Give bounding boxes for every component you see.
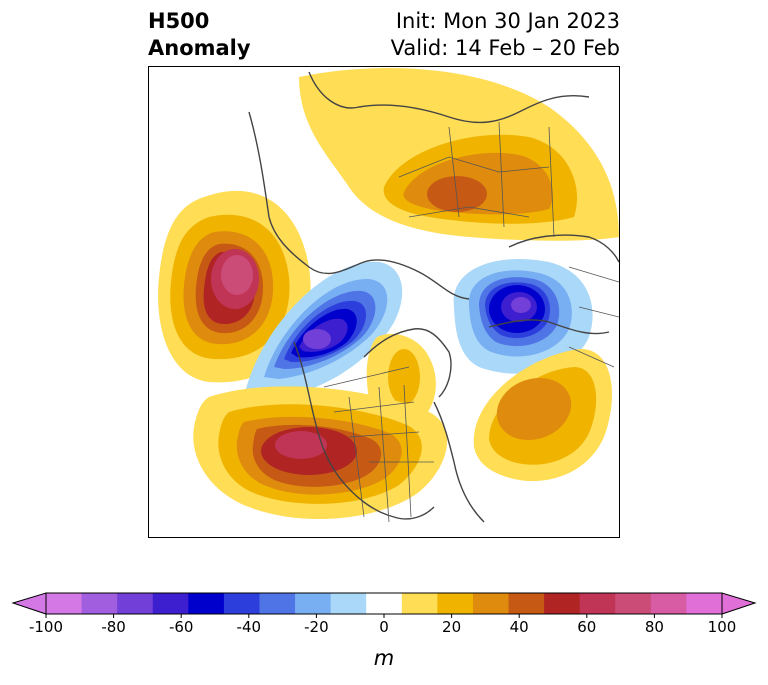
colorbar-segment: [188, 593, 225, 614]
colorbar-segment: [579, 593, 616, 614]
colorbar-segment: [686, 593, 723, 614]
colorbar-tick-label: -60: [169, 618, 194, 635]
chart-title: H500 Anomaly: [148, 8, 251, 62]
anomaly-western-canada-trough: [244, 261, 403, 397]
colorbar-unit-label: m: [373, 646, 395, 670]
colorbar-extend-high: [721, 592, 757, 615]
colorbar-segment: [223, 593, 260, 614]
colorbar-segment: [472, 593, 510, 614]
colorbar-svg: -100 -80 -60 -40 -20 0 20 40 60 80 100: [11, 592, 757, 636]
colorbar-tick-label: 20: [442, 618, 461, 635]
title-line-1: H500: [148, 9, 210, 33]
colorbar-tick-label: 60: [577, 618, 596, 635]
map-panel: [148, 66, 620, 538]
anomaly-western-us-high: [193, 386, 448, 519]
colorbar-segment: [508, 593, 545, 614]
colorbar-segment: [81, 593, 118, 614]
colorbar-segment: [259, 593, 296, 614]
title-line-2: Anomaly: [148, 36, 251, 60]
valid-range: Valid: 14 Feb – 20 Feb: [390, 36, 620, 60]
colorbar-segment: [401, 593, 438, 614]
colorbar-segment: [295, 593, 332, 614]
political-borders: [323, 121, 619, 523]
colorbar-tick-label: -20: [304, 618, 329, 635]
colorbar-segment: [46, 593, 83, 614]
colorbar-tick-label: -40: [237, 618, 262, 635]
colorbar-segment: [615, 593, 652, 614]
init-date: Init: Mon 30 Jan 2023: [395, 9, 620, 33]
colorbar-tick-label: 100: [708, 618, 737, 635]
colorbar-extend-low: [11, 592, 47, 615]
colorbar-segment: [437, 593, 474, 614]
anomaly-europe-trough: [453, 259, 593, 374]
colorbar-segment: [117, 593, 154, 614]
anomaly-gulf-of-alaska-high: [158, 190, 311, 383]
anomaly-siberia-high: [299, 68, 619, 241]
colorbar-tick-label: -100: [29, 618, 63, 635]
colorbar-segment: [650, 593, 687, 614]
coastlines: [248, 71, 619, 523]
colorbar-ticks: -100 -80 -60 -40 -20 0 20 40 60 80 100: [29, 614, 737, 636]
colorbar-segment: [152, 593, 189, 614]
colorbar-tick-label: 40: [510, 618, 529, 635]
colorbar: -100 -80 -60 -40 -20 0 20 40 60 80 100: [0, 585, 768, 685]
colorbar-segment: [366, 593, 403, 614]
colorbar-segment: [330, 593, 367, 614]
anomaly-map: [158, 68, 619, 523]
colorbar-segments: [46, 593, 723, 614]
date-info: Init: Mon 30 Jan 2023 Valid: 14 Feb – 20…: [391, 8, 620, 62]
anomaly-north-atlantic-high: [473, 348, 612, 482]
colorbar-tick-label: 0: [379, 618, 389, 635]
colorbar-tick-label: 80: [645, 618, 664, 635]
colorbar-tick-label: -80: [101, 618, 126, 635]
colorbar-segment: [544, 593, 581, 614]
